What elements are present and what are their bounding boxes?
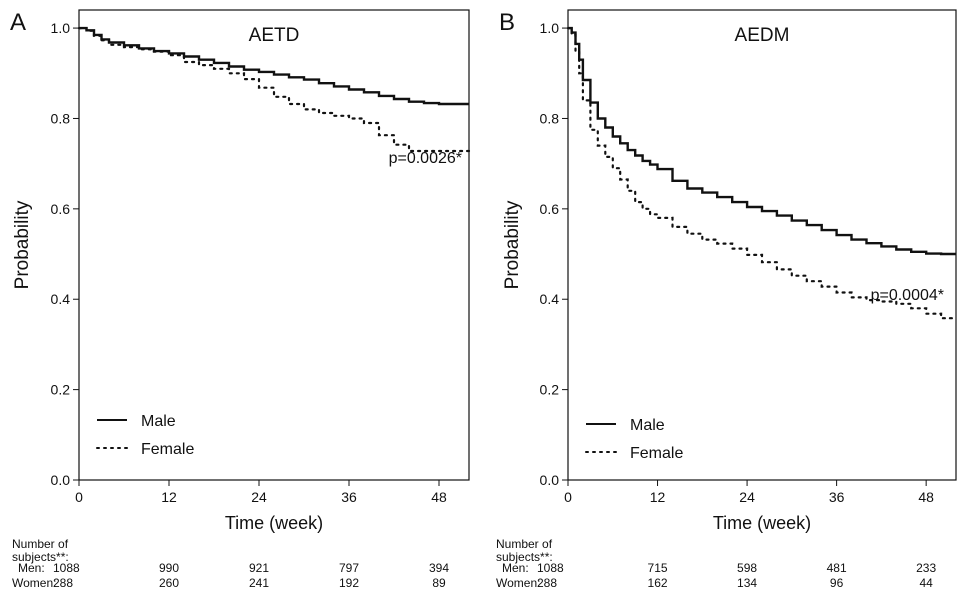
risk-table-cell: 192 xyxy=(339,576,359,590)
risk-table-cell: 233 xyxy=(916,561,936,575)
risk-row-label: Men: xyxy=(502,561,529,575)
risk-table-caption-line1: Number of xyxy=(496,537,553,551)
risk-table-cell: 162 xyxy=(648,576,668,590)
risk-row-label: Men: xyxy=(18,561,45,575)
x-axis-label: Time (week) xyxy=(225,513,323,533)
risk-table-cell: 1088 xyxy=(537,561,564,575)
risk-table-cell: 1088 xyxy=(53,561,80,575)
risk-table-cell: 288 xyxy=(537,576,557,590)
p-value-annotation: p=0.0026* xyxy=(389,150,462,167)
x-tick-label: 24 xyxy=(739,489,755,505)
panel-b: B AEDM 0.0 0.2 0.4 0.6 0.8 1.0 0 12 24 36 48 Time (we… xyxy=(496,9,957,590)
y-tick-label: 0.0 xyxy=(51,472,71,488)
x-tick-label: 0 xyxy=(564,489,572,505)
risk-table-cell: 96 xyxy=(830,576,844,590)
risk-table-cell: 797 xyxy=(339,561,359,575)
risk-table-cell: 89 xyxy=(432,576,446,590)
risk-row-label: Women: xyxy=(12,576,56,590)
risk-table-cell: 394 xyxy=(429,561,449,575)
y-tick-label: 0.8 xyxy=(540,110,560,126)
p-value-annotation: p=0.0004* xyxy=(871,287,944,304)
x-tick-label: 36 xyxy=(829,489,845,505)
x-tick-label: 12 xyxy=(161,489,177,505)
x-tick-label: 48 xyxy=(918,489,934,505)
legend-label-female: Female xyxy=(630,445,683,462)
risk-table-cell: 260 xyxy=(159,576,179,590)
series-line-male xyxy=(79,26,469,106)
risk-table-cell: 715 xyxy=(648,561,668,575)
x-tick-label: 12 xyxy=(650,489,666,505)
x-tick-label: 24 xyxy=(251,489,267,505)
risk-row-label: Women: xyxy=(496,576,540,590)
chart-title: AETD xyxy=(249,25,300,46)
panel-letter: B xyxy=(499,9,515,36)
risk-table-cell: 241 xyxy=(249,576,269,590)
risk-table-cell: 990 xyxy=(159,561,179,575)
y-tick-label: 1.0 xyxy=(51,20,71,36)
legend-label-female: Female xyxy=(141,441,194,458)
y-axis-label: Probability xyxy=(12,200,33,289)
risk-table-cell: 481 xyxy=(827,561,847,575)
risk-table-cell: 134 xyxy=(737,576,757,590)
x-axis-label: Time (week) xyxy=(713,513,811,533)
risk-table-caption-line2: subjects**: xyxy=(496,550,553,564)
risk-table-caption-line1: Number of xyxy=(12,537,69,551)
risk-table-cell: 598 xyxy=(737,561,757,575)
risk-table-caption-line2: subjects**: xyxy=(12,550,69,564)
chart-title: AEDM xyxy=(735,25,790,46)
y-tick-label: 0.2 xyxy=(51,382,71,398)
risk-table-cell: 288 xyxy=(53,576,73,590)
x-tick-label: 0 xyxy=(75,489,83,505)
y-tick-label: 0.4 xyxy=(540,291,560,307)
series-line-female xyxy=(77,27,471,153)
panel-letter: A xyxy=(10,9,26,36)
y-tick-label: 0.2 xyxy=(540,382,560,398)
x-tick-label: 48 xyxy=(431,489,447,505)
x-tick-label: 36 xyxy=(341,489,357,505)
risk-table-cell: 44 xyxy=(919,576,933,590)
y-tick-label: 0.6 xyxy=(51,201,71,217)
series-line-female xyxy=(566,27,957,320)
panel-a: A AETD 0.0 0.2 0.4 0.6 0.8 1.0 0 12 24 36 48 Time (we… xyxy=(10,9,471,590)
y-tick-label: 0.0 xyxy=(540,472,560,488)
plot-frame xyxy=(78,9,470,481)
plot-frame xyxy=(567,9,957,481)
y-axis-label: Probability xyxy=(502,200,523,289)
risk-table-cell: 921 xyxy=(249,561,269,575)
legend-label-male: Male xyxy=(141,413,176,430)
series-line-male xyxy=(568,26,956,256)
y-tick-label: 1.0 xyxy=(540,20,560,36)
y-tick-label: 0.4 xyxy=(51,291,71,307)
y-tick-label: 0.6 xyxy=(540,201,560,217)
legend-label-male: Male xyxy=(630,417,665,434)
y-tick-label: 0.8 xyxy=(51,110,71,126)
